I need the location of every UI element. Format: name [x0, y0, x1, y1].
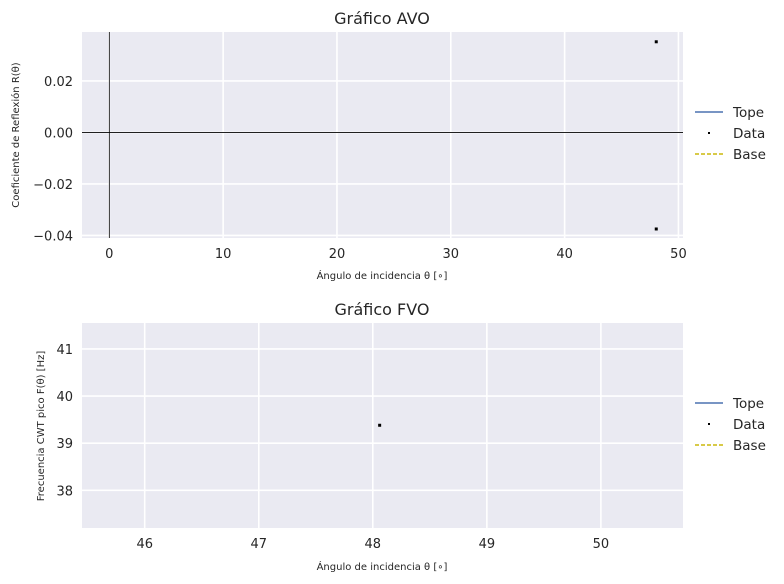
fvo-x-axis-label: Ángulo de incidencia θ [∘]: [317, 560, 448, 573]
fvo-y-ticks: 38 39 40 41: [56, 343, 73, 499]
avo-legend-item: Tope: [695, 105, 764, 121]
fvo-y-axis-label: Frecuencia CWT pico F(θ) [Hz]: [36, 351, 47, 502]
fvo-y-tick-label: 41: [56, 343, 73, 358]
avo-y-tick-label: −0.02: [33, 178, 73, 193]
avo-y-tick-label: 0.02: [44, 75, 73, 90]
fvo-plot-area: [82, 323, 683, 528]
fvo-legend-item: Data: [708, 417, 765, 433]
avo-x-tick-label: 40: [556, 247, 573, 262]
avo-x-tick-label: 50: [670, 247, 687, 262]
avo-legend-item: Data: [708, 126, 765, 142]
avo-x-tick-label: 0: [105, 247, 113, 262]
avo-legend-item: Base: [695, 147, 766, 163]
avo-x-tick-label: 30: [443, 247, 460, 262]
avo-legend-label: Base: [733, 147, 766, 163]
fvo-x-ticks: 46 47 48 49 50: [136, 537, 609, 552]
avo-data-point: [654, 40, 658, 44]
avo-legend-label: Data: [733, 126, 765, 142]
fvo-y-tick-label: 39: [56, 437, 73, 452]
avo-plot-area: [82, 32, 683, 238]
fvo-x-tick-label: 48: [365, 537, 382, 552]
avo-y-ticks: −0.04 −0.02 0.00 0.02: [33, 75, 73, 245]
fvo-legend-swatch-data: [708, 423, 710, 425]
fvo-legend-label: Tope: [732, 396, 764, 412]
avo-x-tick-label: 10: [215, 247, 232, 262]
fvo-grid: [82, 323, 683, 528]
avo-x-ticks: 0 10 20 30 40 50: [105, 247, 687, 262]
avo-x-tick-label: 20: [329, 247, 346, 262]
fvo-x-tick-label: 50: [593, 537, 610, 552]
fvo-legend-label: Data: [733, 417, 765, 433]
fvo-data-point: [378, 423, 382, 427]
fvo-legend-label: Base: [733, 438, 766, 454]
avo-legend-label: Tope: [732, 105, 764, 121]
avo-chart: 0 10 20 30 40 50 −0.04 −0.02 0.00 0.02 Gráfico A…: [10, 9, 766, 282]
avo-legend-swatch-data: [708, 132, 710, 134]
avo-title: Gráfico AVO: [334, 9, 430, 28]
fvo-chart: 46 47 48 49 50 38 39 40 41 Gráfico FVO Ángulo d…: [36, 300, 766, 573]
fvo-x-tick-label: 49: [479, 537, 496, 552]
avo-y-tick-label: 0.00: [44, 126, 73, 141]
fvo-legend-item: Base: [695, 438, 766, 454]
avo-y-tick-label: −0.04: [33, 229, 73, 244]
avo-data-marks: [654, 40, 658, 231]
avo-data-point: [654, 227, 658, 231]
fvo-x-tick-label: 46: [136, 537, 153, 552]
avo-zero-lines: [82, 32, 683, 238]
fvo-data-marks: [378, 423, 382, 427]
avo-y-axis-label: Coeficiente de Reflexión R(θ): [10, 62, 22, 207]
fvo-y-tick-label: 40: [56, 390, 73, 405]
fvo-legend-item: Tope: [695, 396, 764, 412]
fvo-legend: Tope Data Base: [695, 396, 766, 454]
fvo-y-tick-label: 38: [56, 484, 73, 499]
fvo-x-tick-label: 47: [250, 537, 267, 552]
avo-legend: Tope Data Base: [695, 105, 766, 163]
avo-x-axis-label: Ángulo de incidencia θ [∘]: [317, 269, 448, 282]
fvo-title: Gráfico FVO: [335, 300, 430, 319]
